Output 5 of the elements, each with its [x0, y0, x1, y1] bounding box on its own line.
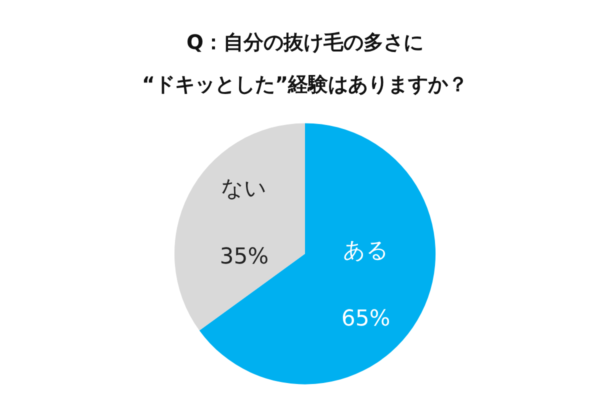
chart-title: Q：自分の抜け毛の多さに “ドキッとした”経験はありますか？ [142, 30, 468, 96]
data-label: 35% [220, 244, 269, 270]
data-label: 65% [341, 306, 390, 332]
slice-label: ない [221, 176, 268, 202]
slice-label: ある [342, 238, 389, 264]
